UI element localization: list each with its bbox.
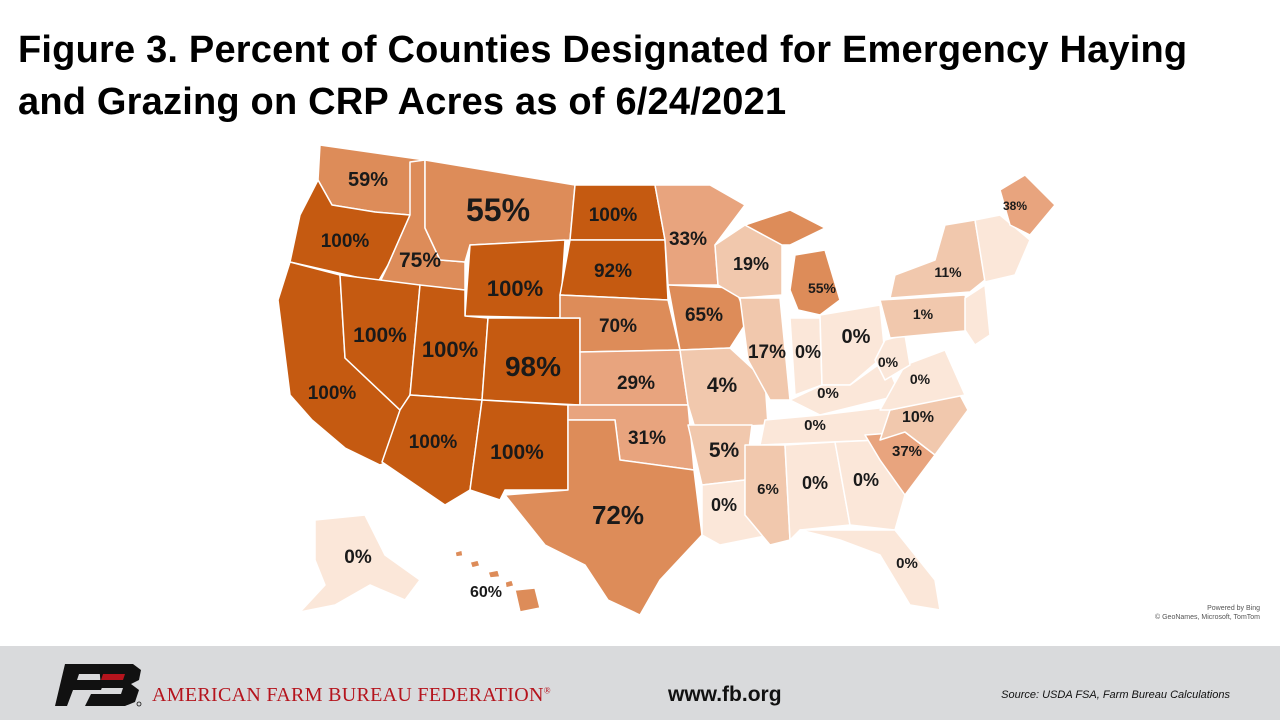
- state-VA: [879, 349, 966, 411]
- label-AZ: 100%: [409, 432, 458, 453]
- state-ME: [999, 174, 1056, 236]
- label-CO: 98%: [505, 351, 561, 382]
- label-ID: 75%: [399, 249, 441, 272]
- label-WY: 100%: [487, 276, 543, 301]
- state-OH: [819, 304, 886, 386]
- farm-bureau-logo-icon: [55, 664, 142, 707]
- label-OK: 31%: [628, 428, 666, 449]
- footer-bar: [0, 646, 1280, 720]
- state-mid-atlantic: [964, 284, 991, 346]
- label-TN: 0%: [804, 417, 826, 434]
- state-AL: [784, 441, 851, 541]
- label-MI: 55%: [808, 280, 837, 296]
- label-NE: 70%: [599, 316, 637, 337]
- label-FL: 0%: [896, 555, 918, 572]
- label-TX: 72%: [592, 500, 644, 530]
- state-MS: [744, 444, 791, 546]
- source-note: Source: USDA FSA, Farm Bureau Calculatio…: [1001, 689, 1230, 701]
- map-attribution: Powered by Bing © GeoNames, Microsoft, T…: [1155, 604, 1260, 622]
- us-choropleth-map: 59% 100% 100% 75% 100% 55% 100% 100% 100…: [277, 144, 1056, 616]
- label-UT: 100%: [422, 337, 478, 362]
- label-WA: 59%: [348, 169, 388, 191]
- label-KY: 0%: [817, 385, 839, 402]
- label-IN: 0%: [795, 342, 821, 362]
- registered-mark: ®: [543, 685, 551, 696]
- label-IL: 17%: [748, 342, 786, 363]
- label-NM: 100%: [490, 441, 544, 464]
- map-attribution-sources: © GeoNames, Microsoft, TomTom: [1155, 614, 1260, 621]
- state-NY: [889, 219, 986, 299]
- label-OR: 100%: [321, 231, 370, 252]
- label-VA: 0%: [910, 371, 931, 387]
- organization-name: AMERICAN FARM BUREAU FEDERATION®: [152, 684, 551, 707]
- label-ND: 100%: [589, 205, 638, 226]
- organization-name-text: AMERICAN FARM BUREAU FEDERATION: [152, 684, 544, 706]
- label-ME: 38%: [1003, 199, 1027, 213]
- state-AK: [299, 514, 421, 613]
- state-MI-upper: [744, 209, 826, 246]
- figure-title: Figure 3. Percent of Counties Designated…: [18, 29, 1188, 123]
- label-AL: 0%: [802, 473, 828, 493]
- website-link[interactable]: www.fb.org: [668, 683, 782, 706]
- label-CA: 100%: [308, 383, 357, 404]
- label-AR: 5%: [709, 439, 740, 462]
- label-AK: 0%: [344, 547, 372, 568]
- label-MT: 55%: [466, 192, 530, 228]
- state-NE-region: [974, 214, 1031, 283]
- label-WV: 0%: [878, 354, 899, 370]
- label-NV: 100%: [353, 324, 407, 347]
- label-NY: 11%: [934, 264, 962, 280]
- label-PA: 1%: [913, 306, 934, 322]
- label-HI: 60%: [470, 584, 502, 601]
- label-MN: 33%: [669, 229, 707, 250]
- label-SD: 92%: [594, 261, 632, 282]
- state-FL: [799, 529, 941, 611]
- state-TX: [504, 419, 703, 616]
- label-IA: 65%: [685, 305, 723, 326]
- state-IL: [739, 297, 791, 401]
- label-WI: 19%: [733, 254, 769, 274]
- label-MO: 4%: [707, 374, 738, 397]
- label-MS: 6%: [757, 481, 779, 498]
- label-LA: 0%: [711, 495, 737, 515]
- label-KS: 29%: [617, 373, 655, 394]
- label-GA: 0%: [853, 470, 879, 490]
- label-OH: 0%: [842, 326, 871, 348]
- state-HI: [454, 549, 541, 613]
- label-SC: 37%: [892, 443, 922, 460]
- map-attribution-powered: Powered by Bing: [1207, 605, 1260, 612]
- label-NC: 10%: [902, 409, 934, 426]
